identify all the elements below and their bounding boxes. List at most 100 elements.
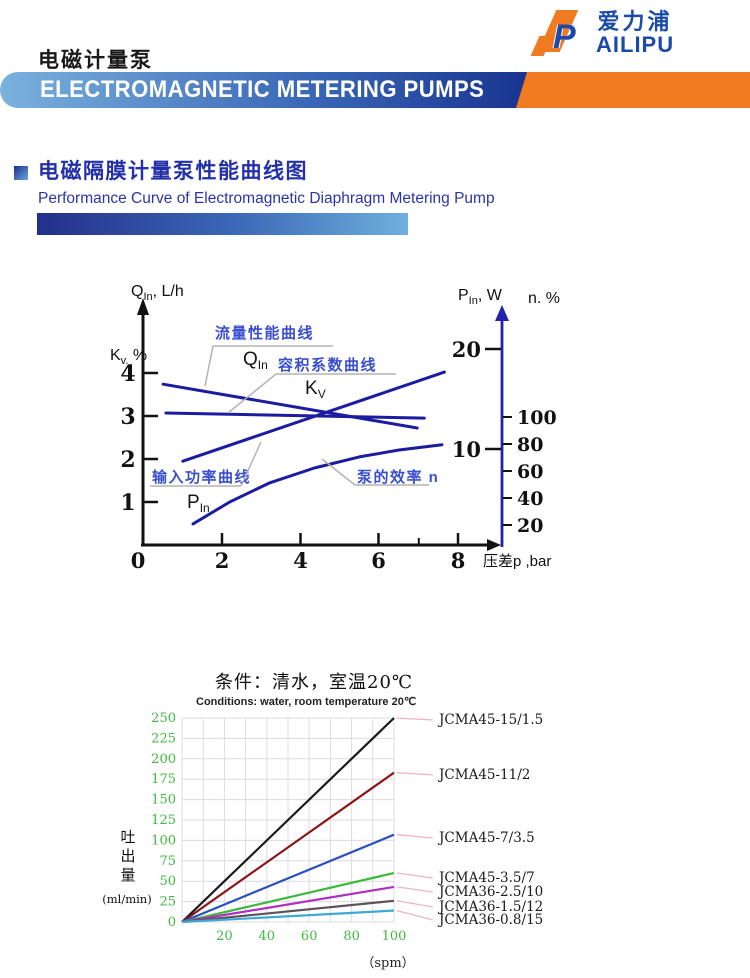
- x-tick-label: 100: [382, 929, 407, 944]
- x-tick-label: 20: [216, 929, 233, 944]
- chart2-conditions-en: Conditions: water, room temperature 20℃: [196, 696, 417, 708]
- leader-JCMA36-1.5/12: [396, 900, 434, 908]
- n-tick-label: 60: [517, 461, 543, 483]
- banner-title: ELECTROMAGNETIC METERING PUMPS: [40, 76, 485, 103]
- y-tick-label: 250: [151, 711, 176, 726]
- y-tick-label: 175: [151, 772, 176, 787]
- svg-text:Kv. %: Kv. %: [110, 347, 147, 367]
- series-JCMA45-7/3.5: [181, 833, 395, 924]
- section-title-cn: 电磁隔膜计量泵性能曲线图: [38, 160, 308, 183]
- p-tick-label: 10: [452, 437, 481, 462]
- x-tick-label: 0: [131, 548, 146, 573]
- y-axis-title-char: 出: [120, 847, 135, 865]
- n-tick-label: 20: [517, 515, 543, 537]
- company-logo: P 爱力浦 AILIPU: [530, 10, 674, 60]
- ailipu-logo-icon: P: [530, 10, 589, 60]
- left-tick-label: 2: [120, 447, 135, 473]
- y-tick-label: 0: [168, 915, 176, 930]
- svg-text:QIn, L/h: QIn, L/h: [131, 283, 184, 303]
- curve-QIn-flow-curve: [161, 382, 419, 430]
- series-label-JCMA45-15/1.5: JCMA45-15/1.5: [437, 712, 543, 728]
- left-tick-label: 1: [120, 490, 135, 516]
- callout-leader: [227, 373, 277, 414]
- series-label-JCMA45-11/2: JCMA45-11/2: [437, 767, 530, 783]
- x-tick-label: 80: [343, 929, 360, 944]
- svg-text:QIn: QIn: [243, 349, 268, 372]
- callout-label: 流量性能曲线: [215, 324, 314, 342]
- left-tick-label: 3: [120, 404, 135, 430]
- curve-PIn-input-power: [181, 370, 446, 463]
- y-tick-label: 200: [151, 752, 176, 767]
- curve-n-pump-efficiency: [191, 443, 444, 526]
- y-axis-title-char: 量: [120, 866, 135, 884]
- y-axis-title-char: 吐: [120, 828, 135, 846]
- leader-JCMA45-3.5/7: [396, 872, 434, 879]
- y-tick-label: 150: [151, 793, 176, 808]
- series-JCMA36-2.5/10: [181, 885, 395, 924]
- series-JCMA36-1.5/12: [181, 899, 395, 924]
- y-tick-label: 100: [151, 833, 176, 848]
- series-JCMA45-3.5/7: [181, 871, 395, 924]
- series-label-JCMA36-2.5/10: JCMA36-2.5/10: [437, 884, 543, 900]
- logo-text: 爱力浦 AILIPU: [596, 10, 674, 56]
- p-tick-label: 20: [452, 337, 481, 362]
- n-tick-label: 100: [517, 407, 557, 429]
- svg-text:PIn: PIn: [187, 492, 210, 515]
- x-axis-label: 压差p ,bar: [483, 553, 551, 570]
- x-tick-label: 4: [293, 548, 308, 573]
- banner-blue-gradient: [0, 72, 540, 108]
- header-banner: ELECTROMAGNETIC METERING PUMPS: [0, 72, 750, 108]
- svg-text:KV: KV: [305, 378, 326, 401]
- x-axis-unit: （spm）: [361, 956, 414, 971]
- logo-letter-p: P: [553, 18, 576, 56]
- series-JCMA36-0.8/15: [181, 909, 395, 924]
- y-tick-label: 75: [159, 854, 176, 869]
- x-tick-label: 2: [215, 548, 230, 573]
- callout-label: 泵的效率 n: [357, 468, 439, 486]
- x-tick-label: 40: [259, 929, 276, 944]
- y-axis-unit: (ml/min): [102, 892, 151, 906]
- series-label-JCMA36-1.5/12: JCMA36-1.5/12: [437, 899, 543, 915]
- series-label-JCMA45-3.5/7: JCMA45-3.5/7: [437, 870, 535, 886]
- y-tick-label: 225: [151, 731, 176, 746]
- chart2-conditions-cn: 条件：清水，室温20℃: [215, 672, 414, 693]
- x-tick-label: 6: [371, 548, 386, 573]
- leader-JCMA36-0.8/15: [396, 909, 434, 921]
- callout-leader: [240, 441, 262, 487]
- callout-label: 输入功率曲线: [152, 468, 251, 486]
- right-axis-arrow: [495, 305, 509, 321]
- series-label-JCMA36-0.8/15: JCMA36-0.8/15: [437, 912, 543, 928]
- logo-name-cn: 爱力浦: [597, 9, 673, 34]
- left-axis-arrow: [137, 298, 149, 315]
- x-axis-arrow: [487, 539, 501, 551]
- section-bullet: [14, 166, 28, 180]
- section-underline-bar: [37, 213, 408, 235]
- leader-JCMA45-15/1.5: [396, 717, 434, 721]
- flow-rate-chart: 0 25 50 75 100 125 150 175 200 225 250 20 40 60 80 100 （…: [102, 711, 543, 971]
- series-JCMA45-15/1.5: [181, 717, 395, 923]
- n-tick-label: 40: [517, 488, 543, 510]
- leader-JCMA36-2.5/10: [396, 886, 434, 893]
- page-title: 电磁计量泵: [38, 49, 153, 72]
- logo-name-en: AILIPU: [596, 32, 675, 58]
- svg-text:PIn, W: PIn, W: [458, 287, 503, 307]
- callout-label: 容积系数曲线: [277, 356, 377, 374]
- series-JCMA45-11/2: [181, 771, 395, 923]
- series-label-JCMA45-7/3.5: JCMA45-7/3.5: [437, 830, 535, 846]
- curve-Kv-volumetric-coefficient: [164, 411, 426, 420]
- x-tick-label: 8: [451, 548, 466, 573]
- callout-leader: [321, 458, 356, 486]
- y-tick-label: 50: [159, 874, 176, 889]
- callout-leader: [204, 345, 214, 387]
- left-tick-label: 4: [120, 361, 135, 387]
- y-tick-label: 125: [151, 813, 176, 828]
- leader-JCMA45-7/3.5: [396, 834, 434, 839]
- banner-orange-segment: [516, 72, 750, 108]
- x-tick-label: 60: [301, 929, 318, 944]
- y-tick-label: 25: [159, 895, 176, 910]
- n-axis-label: n. %: [528, 290, 560, 307]
- section-title-en: Performance Curve of Electromagnetic Dia…: [38, 190, 495, 207]
- n-tick-label: 80: [517, 434, 543, 456]
- leader-JCMA45-11/2: [396, 772, 434, 776]
